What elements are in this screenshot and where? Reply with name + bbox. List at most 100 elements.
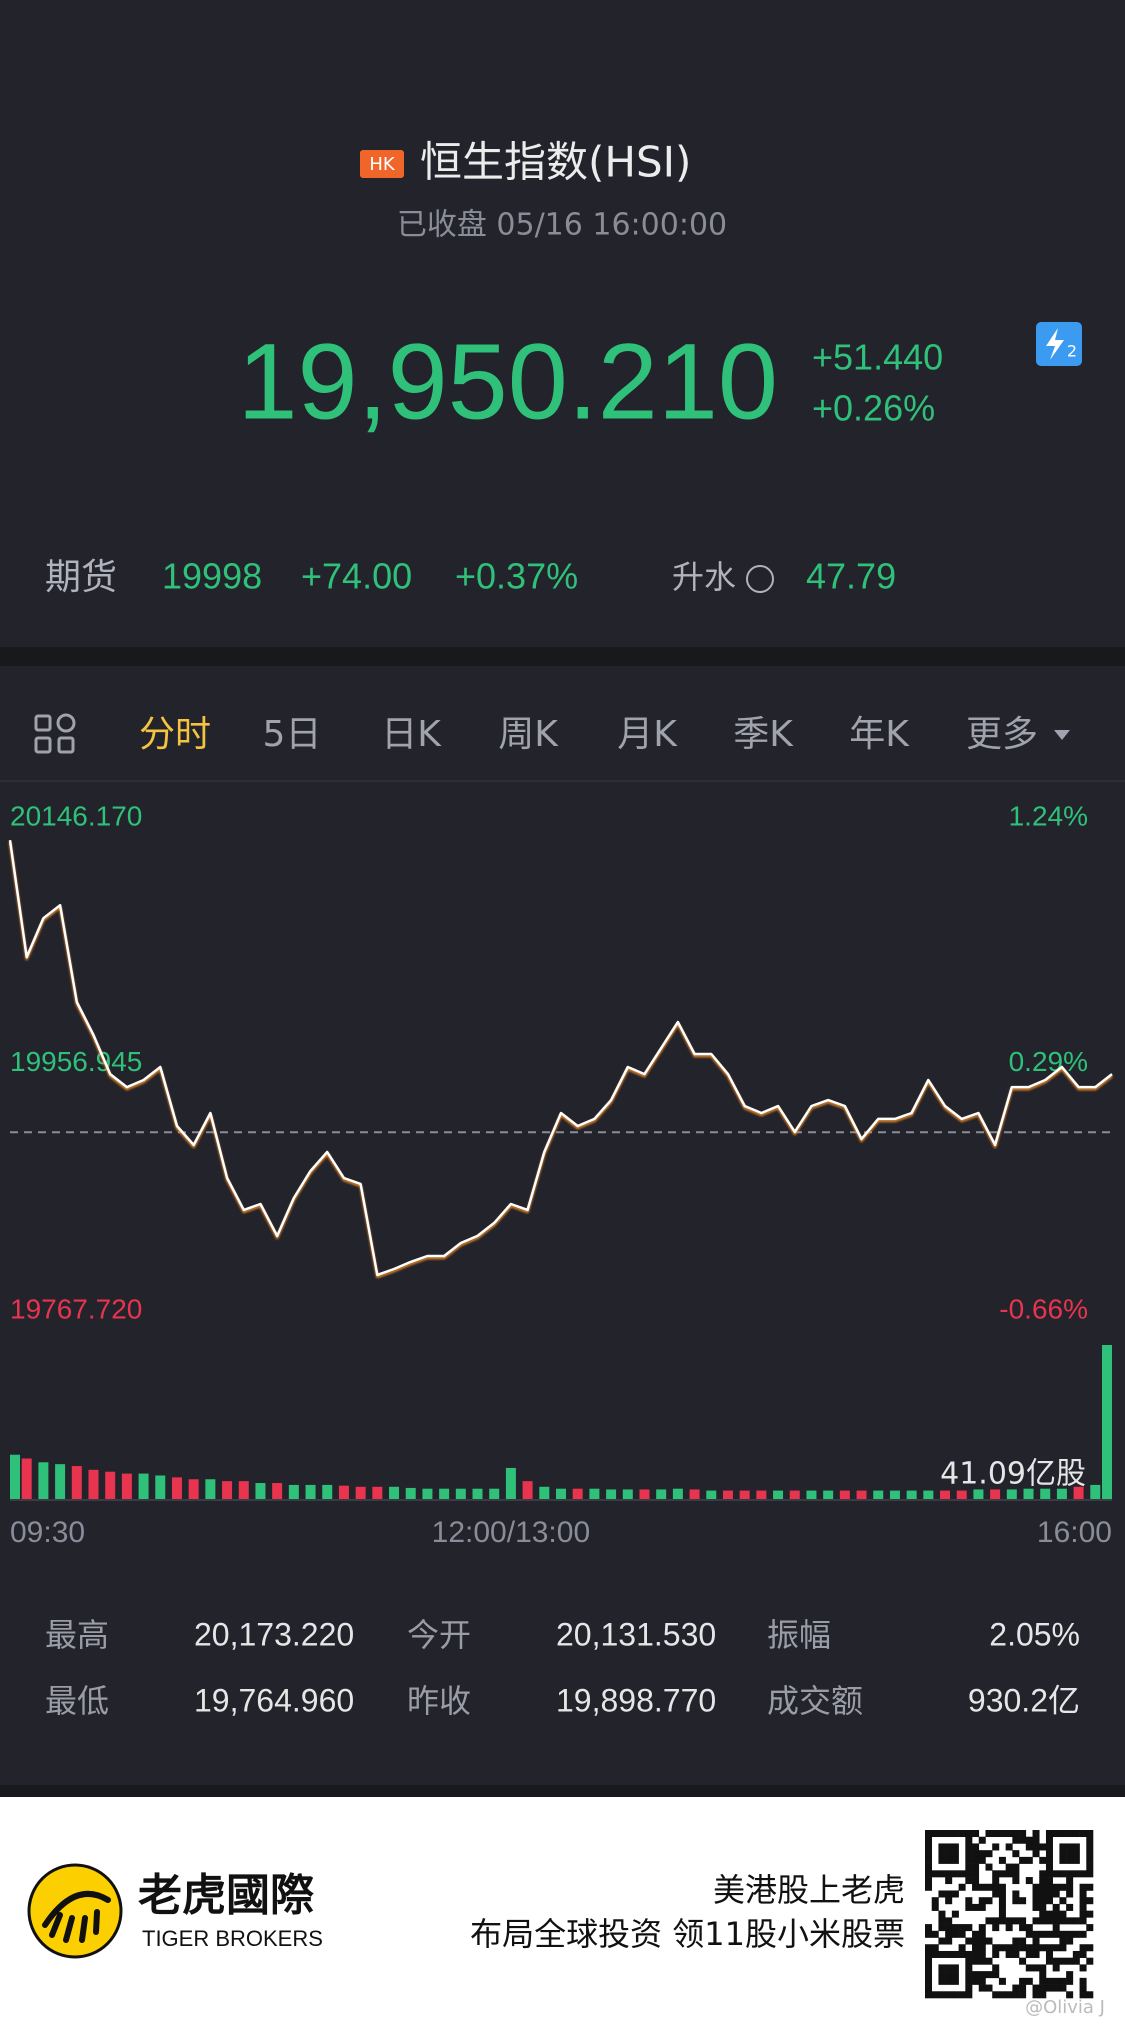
volume-bar (272, 1483, 283, 1500)
layout-icon[interactable] (34, 713, 76, 754)
qr-cell (1039, 1930, 1047, 1938)
qr-cell (992, 1971, 1000, 1979)
qr-cell (992, 1944, 1000, 1952)
qr-cell (945, 1890, 953, 1898)
qr-cell (998, 1883, 1006, 1891)
brand-en: TIGER BROKERS (142, 1926, 323, 1951)
qr-cell (1079, 1964, 1087, 1972)
tab[interactable]: 日K (381, 714, 442, 755)
qr-cell (1059, 1937, 1067, 1945)
qr-cell (1072, 1950, 1080, 1958)
tab[interactable]: 年K (849, 714, 910, 755)
badge-bg (360, 150, 404, 178)
qr-cell (1072, 1843, 1080, 1851)
volume-bar (21, 1458, 32, 1500)
volume-bar (589, 1488, 600, 1500)
stat-value: 20,173.220 (194, 1616, 354, 1652)
qr-cell (1019, 1944, 1027, 1952)
qr-cell (925, 1971, 933, 1979)
qr-cell (1072, 1850, 1080, 1858)
qr-cell (1066, 1843, 1074, 1851)
volume-bar (322, 1484, 333, 1500)
qr-cell (965, 1991, 973, 1999)
qr-cell (1079, 1903, 1087, 1911)
info-icon[interactable] (746, 565, 774, 593)
qr-cell (951, 1971, 959, 1979)
qr-cell (931, 1903, 939, 1911)
volume-bar (1090, 1484, 1101, 1500)
qr-cell (965, 1964, 973, 1972)
stat-label: 最低 (45, 1682, 109, 1720)
tab[interactable]: 分时 (139, 714, 211, 755)
qr-cell (945, 1991, 953, 1999)
volume-bar (639, 1489, 650, 1500)
qr-cell (1025, 1843, 1033, 1851)
qr-cell (1072, 1930, 1080, 1938)
qr-cell (1032, 1843, 1040, 1851)
qr-cell (1066, 1903, 1074, 1911)
qr-cell (1052, 1890, 1060, 1898)
qr-cell (925, 1984, 933, 1992)
volume-bar (472, 1488, 483, 1500)
qr-cell (1039, 1984, 1047, 1992)
badge: HK (369, 154, 396, 175)
qr-cell (931, 1944, 939, 1952)
qr-cell (1025, 1877, 1033, 1885)
volume-bar (355, 1486, 366, 1500)
qr-cell (1025, 1977, 1033, 1985)
qr-cell (978, 1977, 986, 1985)
qr-cell (978, 1930, 986, 1938)
qr-cell (1066, 1991, 1074, 1999)
qr-cell (1025, 1856, 1033, 1864)
qr-cell (992, 1924, 1000, 1932)
volume-bar (389, 1486, 400, 1500)
qr-cell (1066, 1870, 1074, 1878)
qr-cell (1025, 1836, 1033, 1844)
qr-cell (1039, 1856, 1047, 1864)
qr-cell (965, 1850, 973, 1858)
tab[interactable]: 更多 (966, 714, 1038, 755)
volume-bar (171, 1477, 182, 1500)
level2-icon[interactable]: 2 (1036, 322, 1082, 366)
qr-cell (1005, 1830, 1013, 1838)
qr-cell (998, 1910, 1006, 1918)
qr-cell (1079, 1944, 1087, 1952)
qr-cell (1059, 1870, 1067, 1878)
qr-cell (931, 1950, 939, 1958)
volume-bar (205, 1479, 216, 1500)
brand: 老虎國際 (138, 1870, 314, 1921)
qr-cell (1052, 1924, 1060, 1932)
qr-cell (1066, 1883, 1074, 1891)
qr-cell (1045, 1944, 1053, 1952)
qr-cell (1086, 1910, 1094, 1918)
qr-cell (951, 1870, 959, 1878)
qr-cell (951, 1950, 959, 1958)
qr-cell (998, 1890, 1006, 1898)
qr-cell (1039, 1890, 1047, 1898)
qr-cell (1079, 1930, 1087, 1938)
stat-value: 19,898.770 (556, 1682, 716, 1718)
qr-cell (1012, 1944, 1020, 1952)
volume-bar (138, 1473, 149, 1500)
tab[interactable]: 周K (498, 714, 559, 755)
volume-bar (55, 1464, 66, 1500)
tab[interactable]: 季K (733, 714, 794, 755)
qr-cell (992, 1991, 1000, 1999)
qr-cell (1039, 1944, 1047, 1952)
qr-cell (998, 1991, 1006, 1999)
qr-cell (1012, 1890, 1020, 1898)
qr-cell (925, 1977, 933, 1985)
qr-cell (1012, 1863, 1020, 1871)
qr-cell (958, 1944, 966, 1952)
tab[interactable]: 月K (617, 714, 678, 755)
tab[interactable]: 5日 (263, 714, 322, 755)
volume-bar (1040, 1488, 1051, 1500)
change: +51.440 (812, 337, 943, 378)
qr-cell (992, 1870, 1000, 1878)
qr-cell (1052, 1957, 1060, 1965)
qr-cell (1052, 1930, 1060, 1938)
qr-cell (1045, 1977, 1053, 1985)
qr-cell (998, 1897, 1006, 1905)
qr-cell (945, 1843, 953, 1851)
